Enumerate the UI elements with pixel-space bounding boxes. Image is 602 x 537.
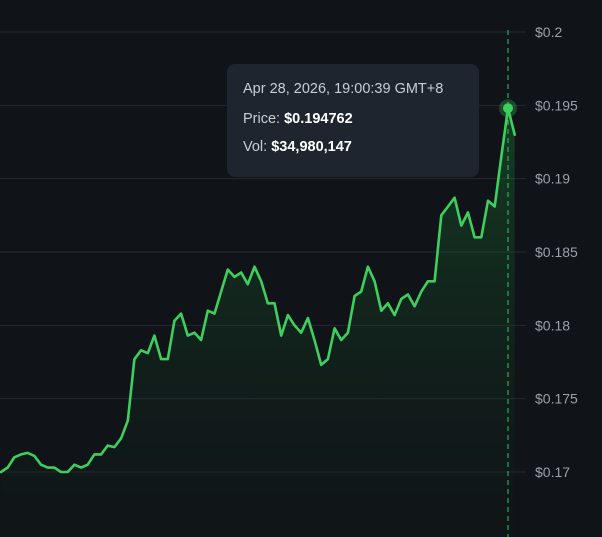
data-point (480, 236, 483, 239)
price-area (1, 108, 515, 537)
data-point (253, 265, 256, 268)
data-point (320, 364, 323, 367)
tooltip-vol-value: $34,980,147 (271, 139, 352, 155)
tooltip-timestamp: Apr 28, 2026, 19:00:39 GMT+8 (243, 81, 444, 97)
data-point (373, 280, 376, 283)
data-point (40, 463, 43, 466)
data-point (287, 314, 290, 317)
data-point (427, 280, 430, 283)
data-point (367, 265, 370, 268)
data-point (387, 302, 390, 305)
data-point (33, 455, 36, 458)
data-point (447, 205, 450, 208)
data-point (487, 199, 490, 202)
data-point (460, 224, 463, 227)
y-axis-labels: $0.2 $0.195 $0.19 $0.185 $0.18 $0.175 $0.17 (535, 24, 578, 480)
tooltip-vol-label: Vol: (243, 139, 268, 155)
data-point (280, 334, 283, 337)
data-point (500, 155, 503, 158)
data-point (413, 305, 416, 308)
data-point (360, 290, 363, 293)
data-point (53, 466, 56, 469)
data-point (193, 331, 196, 334)
data-point (160, 358, 163, 361)
data-point (353, 295, 356, 298)
data-point (467, 211, 470, 214)
data-point (26, 452, 29, 455)
y-tick-label: $0.2 (535, 24, 562, 40)
data-point (420, 290, 423, 293)
data-point (146, 352, 149, 355)
data-point (120, 437, 123, 440)
data-point (13, 456, 16, 459)
data-point (186, 334, 189, 337)
data-point (207, 309, 210, 312)
data-point (80, 466, 83, 469)
data-point (513, 133, 516, 136)
y-tick-label: $0.17 (535, 464, 570, 480)
highlight-point[interactable] (503, 103, 513, 114)
data-point (347, 331, 350, 334)
data-point (340, 339, 343, 342)
tooltip-price-label: Price: (243, 111, 281, 127)
data-point (60, 471, 63, 474)
data-point (233, 276, 236, 279)
data-point (240, 271, 243, 274)
data-point (93, 453, 96, 456)
data-point (166, 358, 169, 361)
data-point (20, 453, 23, 456)
tooltip-price-value: $0.194762 (284, 111, 353, 127)
data-point (200, 339, 203, 342)
data-point (153, 334, 156, 337)
data-point (493, 205, 496, 208)
data-point (313, 339, 316, 342)
data-point (393, 314, 396, 317)
data-point (213, 312, 216, 315)
data-point (400, 298, 403, 301)
data-point (327, 358, 330, 361)
data-point (273, 302, 276, 305)
data-point (46, 466, 49, 469)
tooltip-vol-row: Vol: $34,980,147 (243, 139, 463, 155)
data-point (133, 358, 136, 361)
data-point (100, 453, 103, 456)
data-point (6, 466, 9, 469)
data-point (227, 268, 230, 271)
data-point (106, 444, 109, 447)
data-point (433, 280, 436, 283)
data-point (407, 293, 410, 296)
data-point (220, 290, 223, 293)
tooltip-price-row: Price: $0.194762 (243, 111, 463, 127)
data-point (66, 471, 69, 474)
y-tick-label: $0.195 (535, 97, 578, 113)
data-point (473, 236, 476, 239)
data-point (293, 324, 296, 327)
y-tick-label: $0.18 (535, 317, 570, 333)
data-point (260, 280, 263, 283)
data-point (267, 302, 270, 305)
data-point (173, 320, 176, 323)
price-tooltip: Apr 28, 2026, 19:00:39 GMT+8 Price: $0.1… (227, 64, 479, 177)
data-point (300, 331, 303, 334)
price-line (0, 107, 516, 474)
data-point (247, 283, 250, 286)
data-point (307, 317, 310, 320)
data-point (73, 463, 76, 466)
data-point (113, 446, 116, 449)
data-point (440, 214, 443, 217)
data-point (140, 349, 143, 352)
data-point (380, 309, 383, 312)
data-point (333, 327, 336, 330)
data-point (453, 196, 456, 199)
y-tick-label: $0.19 (535, 171, 570, 187)
data-point (180, 312, 183, 315)
data-point (126, 419, 129, 422)
y-tick-label: $0.185 (535, 244, 578, 260)
y-tick-label: $0.175 (535, 391, 578, 407)
data-point (86, 463, 89, 466)
